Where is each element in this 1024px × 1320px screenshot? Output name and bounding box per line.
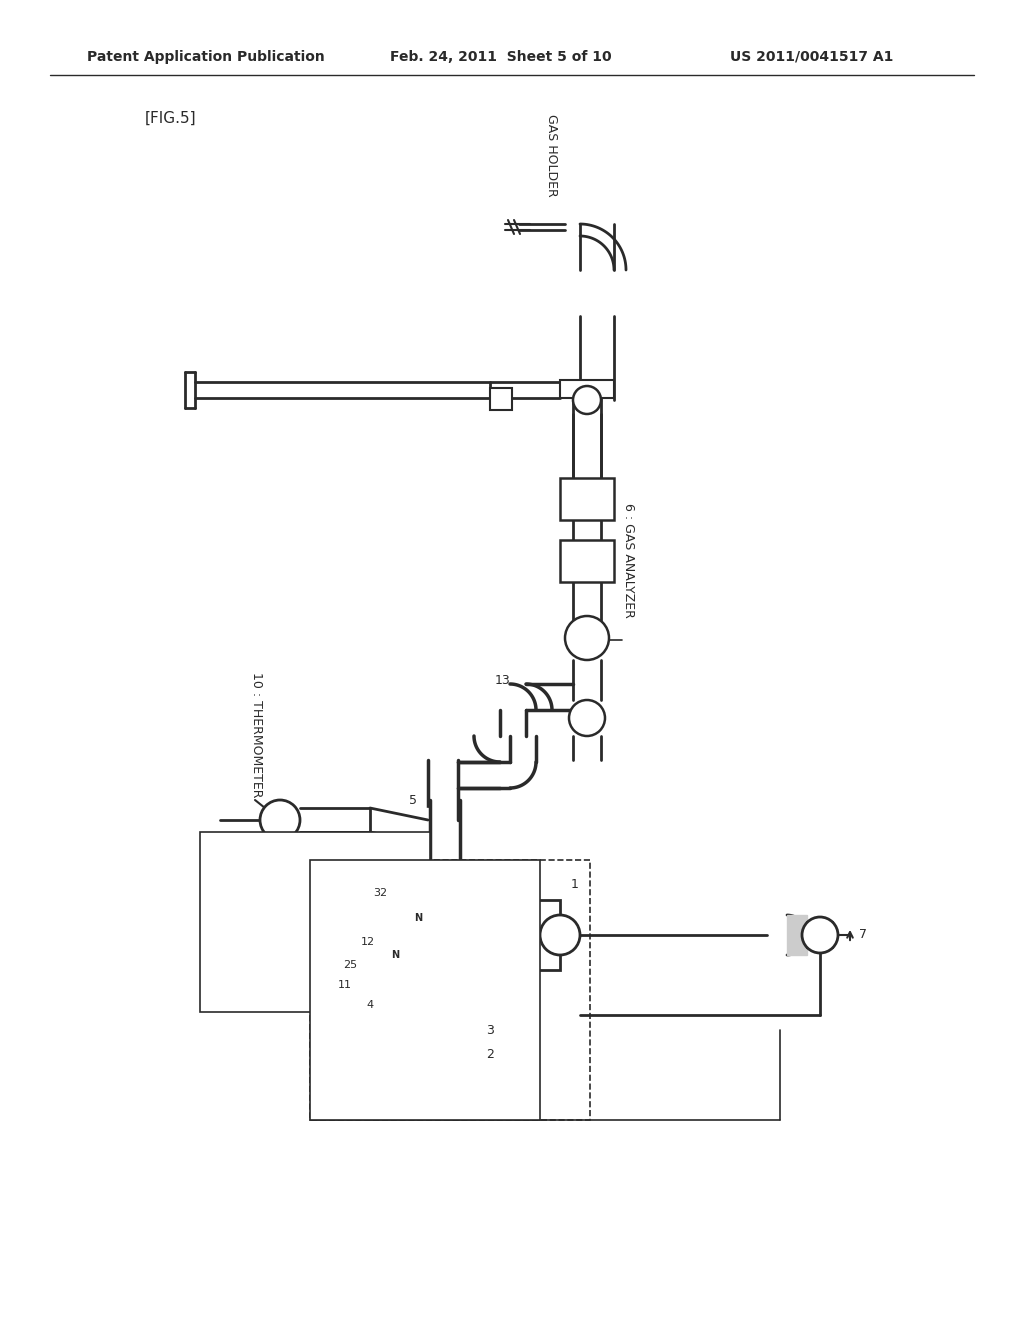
Text: 7: 7 [859,928,867,941]
Text: 13: 13 [496,673,511,686]
Text: US 2011/0041517 A1: US 2011/0041517 A1 [730,50,893,63]
Polygon shape [787,915,807,954]
Circle shape [569,700,605,737]
Text: Patent Application Publication: Patent Application Publication [87,50,325,63]
Bar [310,861,540,1119]
Bar [310,861,590,1119]
Text: 2: 2 [486,1048,494,1061]
Text: [FIG.5]: [FIG.5] [145,111,197,125]
Text: 32: 32 [373,888,387,898]
Text: 1: 1 [571,879,579,891]
Text: 25: 25 [343,960,357,970]
Text: 10 : THERMOMETER: 10 : THERMOMETER [250,672,263,797]
Bar [560,540,614,582]
Bar [430,900,560,970]
Text: N: N [414,913,422,923]
Polygon shape [370,808,428,832]
Circle shape [565,616,609,660]
Bar [560,380,614,399]
Circle shape [802,917,838,953]
Circle shape [410,915,450,954]
Bar [560,478,614,520]
Circle shape [260,800,300,840]
Text: 5: 5 [409,793,417,807]
Text: 11: 11 [338,979,352,990]
Circle shape [573,385,601,414]
Bar [200,832,430,1012]
Text: N: N [391,950,399,960]
Text: 4: 4 [367,1001,374,1010]
Circle shape [540,915,580,954]
Text: 12: 12 [360,937,375,946]
Text: 3: 3 [486,1023,494,1036]
Text: 6 : GAS ANALYZER: 6 : GAS ANALYZER [622,503,635,618]
Text: GAS HOLDER: GAS HOLDER [545,114,558,197]
Text: Feb. 24, 2011  Sheet 5 of 10: Feb. 24, 2011 Sheet 5 of 10 [390,50,611,63]
Bar [490,388,512,411]
